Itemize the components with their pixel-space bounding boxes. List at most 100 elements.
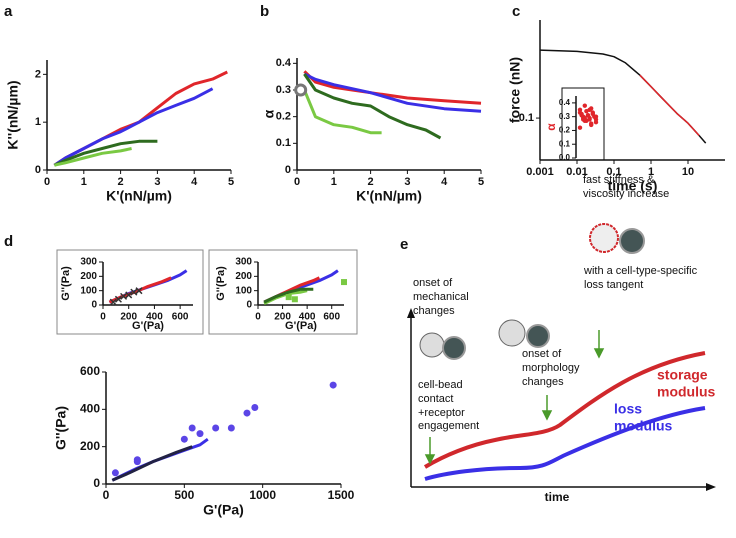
annotation: mechanical: [413, 291, 469, 303]
marker: [180, 435, 188, 443]
y-axis-label: α: [261, 109, 277, 118]
x-tick-label: 0.1: [606, 166, 621, 178]
x-tick-label: 600: [172, 312, 189, 323]
y-tick-label: 1: [35, 116, 41, 128]
dot: [577, 110, 583, 115]
x-tick-label: 3: [154, 176, 160, 188]
marker: [130, 288, 138, 296]
x-tick-label: 0: [100, 312, 106, 323]
y-tick-label: 0: [285, 164, 291, 176]
y-tick-label: 2: [35, 68, 41, 80]
annotation: onset of: [413, 277, 453, 289]
y-tick-label: 0.2: [276, 111, 291, 123]
loss-curve: [424, 406, 706, 481]
arrow-head: [407, 308, 415, 318]
cell: [419, 332, 445, 358]
x-tick-label: 0: [255, 312, 261, 323]
y-axis-label: G''(Pa): [53, 406, 69, 450]
annotation: fast stiffness &: [583, 174, 655, 186]
x-tick-label: 0: [103, 488, 110, 502]
y-tick-label: 0: [93, 476, 100, 490]
annotation: cell-bead: [418, 379, 463, 391]
cell: [589, 223, 619, 253]
dot: [587, 107, 592, 112]
inset-frame: [56, 249, 204, 335]
arrows: [424, 330, 605, 465]
x-tick-label: 3: [404, 176, 410, 188]
marker: [212, 424, 220, 432]
x-axis-label: time: [545, 490, 570, 504]
x-tick-label: 1000: [249, 488, 276, 502]
y-tick-label: 600: [80, 364, 100, 378]
y-tick-label: 0: [246, 300, 252, 311]
series-line: [53, 139, 158, 167]
y-tick-label: 0.4: [276, 57, 292, 69]
storage-curve: [423, 351, 706, 469]
marker: [120, 292, 128, 300]
panel-label: b: [260, 3, 269, 20]
panel-label: c: [512, 3, 520, 20]
annotation: engagement: [418, 420, 479, 432]
y-axis-label: α: [544, 123, 558, 131]
x-tick-label: 600: [323, 312, 340, 323]
y-tick-label: 0: [35, 164, 41, 176]
y-axis-label: force (nN): [507, 57, 523, 123]
marker: [125, 291, 133, 299]
annotation: with a cell-type-specific: [583, 265, 698, 277]
x-tick-label: 5: [478, 176, 484, 188]
x-tick-label: 1500: [328, 488, 355, 502]
y-tick-label: 0.0: [559, 153, 571, 162]
y-tick-label: 0.3: [559, 112, 571, 121]
panel-label: a: [4, 3, 13, 20]
x-tick-label: 2: [118, 176, 124, 188]
dot: [593, 119, 599, 125]
x-tick-label: 400: [299, 312, 316, 323]
x-axis-label: G'(Pa): [285, 320, 317, 332]
y-axis-label: G''(Pa): [60, 266, 72, 301]
arrow-head: [706, 483, 716, 491]
marker: [251, 403, 259, 411]
marker: [294, 83, 308, 97]
marker: [111, 469, 119, 477]
marker: [133, 456, 141, 464]
y-tick-label: 100: [80, 285, 97, 296]
curve-label: loss: [614, 401, 642, 417]
x-axis-label: K'(nN/µm): [106, 188, 172, 204]
series-line: [303, 89, 382, 135]
annotation: loss tangent: [584, 279, 643, 291]
annotation: viscosity increase: [583, 188, 669, 200]
inset-frame: [208, 249, 358, 335]
dot: [581, 117, 586, 122]
x-tick-label: 0.001: [526, 166, 554, 178]
y-tick-label: 0.2: [559, 126, 571, 135]
marker: [188, 424, 196, 432]
series-line: [53, 87, 214, 167]
dot: [582, 103, 587, 108]
dot: [593, 114, 599, 119]
marker: [341, 279, 347, 286]
curve-label: modulus: [614, 418, 673, 434]
marker: [114, 295, 122, 303]
panel-label: d: [4, 233, 13, 250]
annotation: onset of: [522, 348, 562, 360]
y-axis-label: K''(nN/µm): [5, 80, 21, 149]
dot: [577, 125, 583, 130]
y-axis-label: G''(Pa): [215, 266, 227, 301]
cell: [498, 319, 526, 347]
bead: [442, 336, 466, 360]
y-tick-label: 0.4: [559, 98, 571, 107]
y-tick-label: 300: [235, 257, 252, 268]
annotation: changes: [413, 305, 455, 317]
marker: [135, 287, 143, 295]
y-tick-label: 400: [80, 402, 100, 416]
marker: [196, 430, 204, 438]
dot: [585, 113, 591, 118]
x-tick-label: 400: [146, 312, 163, 323]
x-tick-label: 4: [191, 176, 198, 188]
y-tick-label: 100: [235, 285, 252, 296]
series-line: [639, 74, 700, 137]
x-tick-label: 1: [81, 176, 87, 188]
x-tick-label: 200: [120, 312, 137, 323]
series-line: [111, 445, 193, 482]
x-tick-label: 2: [368, 176, 374, 188]
